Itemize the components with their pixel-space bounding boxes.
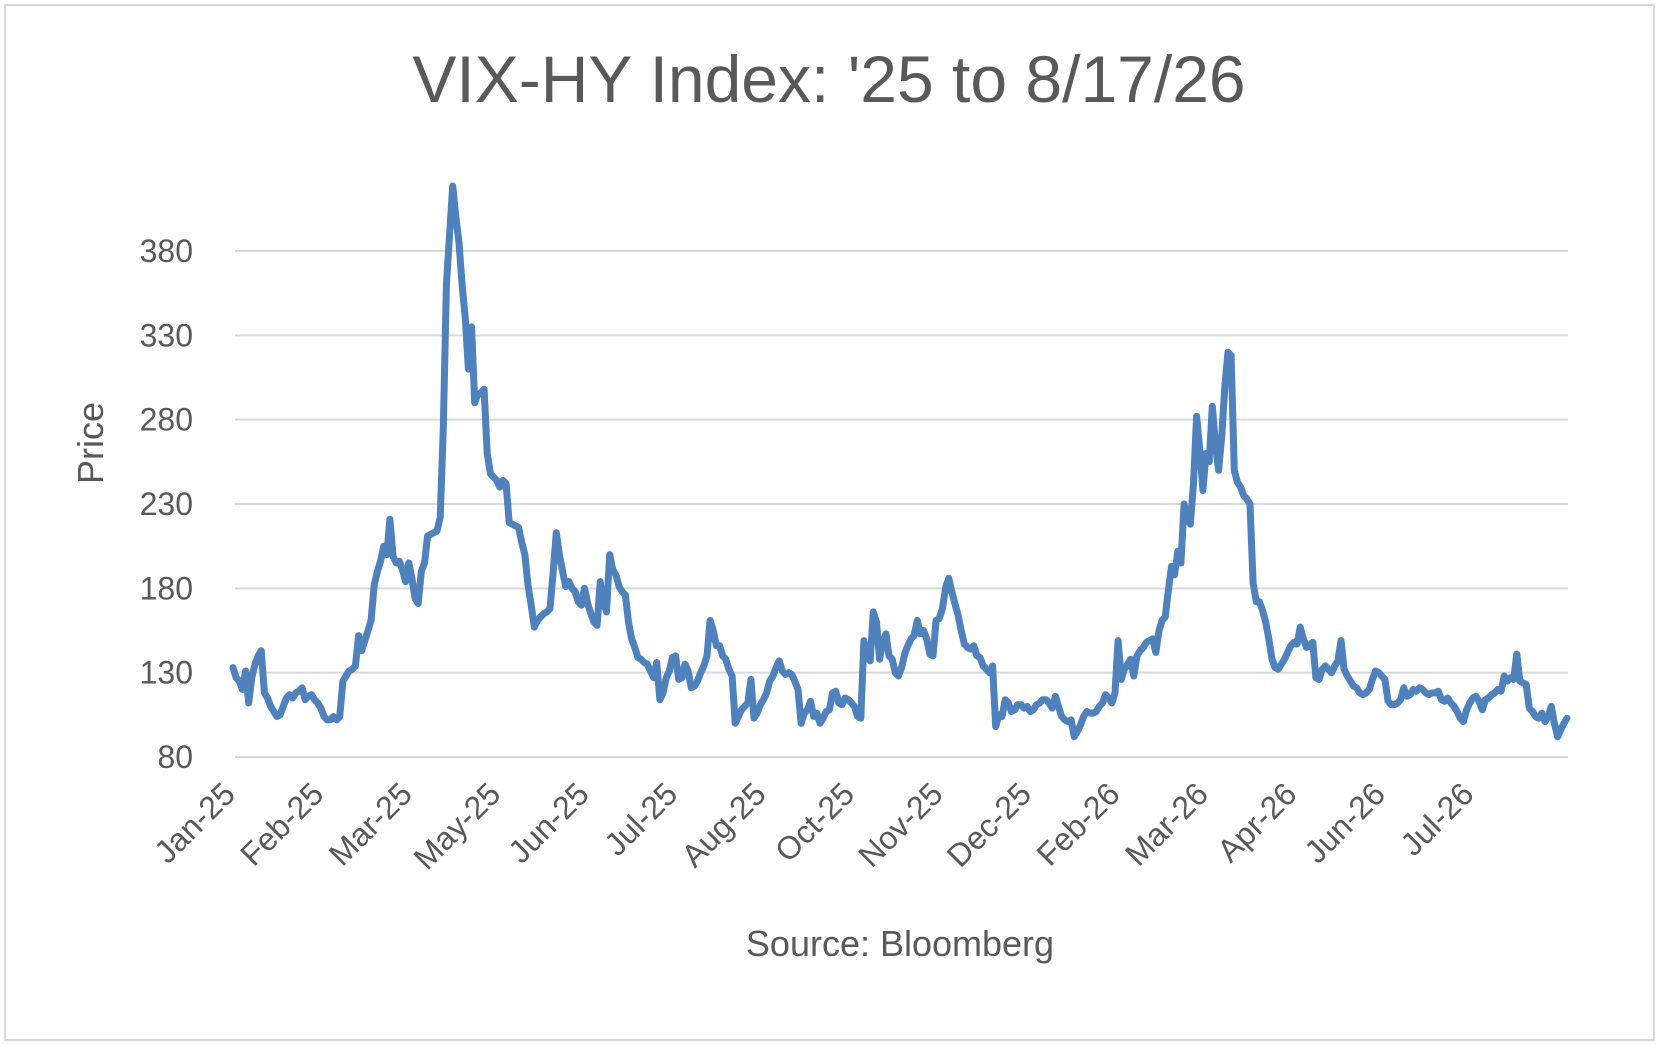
- y-tick-label: 380: [140, 233, 193, 269]
- x-tick-label: Jun-26: [1297, 775, 1392, 870]
- x-tick-label: Aug-25: [674, 775, 772, 873]
- y-axis-title: Price: [70, 402, 111, 484]
- y-tick-label: 280: [140, 402, 193, 438]
- x-axis-title: Source: Bloomberg: [746, 923, 1054, 964]
- x-tick-label: Feb-26: [1029, 775, 1126, 872]
- x-tick-label: Feb-25: [233, 775, 330, 872]
- y-tick-label: 180: [140, 570, 193, 606]
- series-line-vix-hy: [229, 182, 1571, 741]
- x-tick-label: Jul-26: [1393, 775, 1480, 862]
- x-tick-label: Mar-25: [322, 775, 419, 872]
- y-tick-label: 80: [157, 739, 193, 775]
- x-tick-label: May-25: [406, 775, 507, 876]
- x-tick-label: Nov-25: [851, 775, 949, 873]
- gridlines: [235, 250, 1568, 758]
- x-tick-label: Mar-26: [1118, 775, 1215, 872]
- chart-frame: [4, 4, 1655, 1041]
- x-tick-label: Jul-25: [597, 775, 684, 862]
- x-tick-label: Dec-25: [940, 775, 1038, 873]
- x-tick-label: Apr-26: [1210, 775, 1303, 868]
- y-tick-label: 130: [140, 655, 193, 691]
- x-tick-label: Jan-25: [147, 775, 242, 870]
- y-tick-label: 230: [140, 486, 193, 522]
- series-layer: [229, 182, 1571, 741]
- y-axis-tick-labels: 80 130 180 230 280 330 380: [140, 233, 193, 775]
- x-tick-label: Jun-25: [501, 775, 596, 870]
- y-tick-label: 330: [140, 317, 193, 353]
- x-tick-label: Oct-25: [768, 775, 861, 868]
- chart-title: VIX-HY Index: '25 to 8/17/26: [412, 42, 1245, 116]
